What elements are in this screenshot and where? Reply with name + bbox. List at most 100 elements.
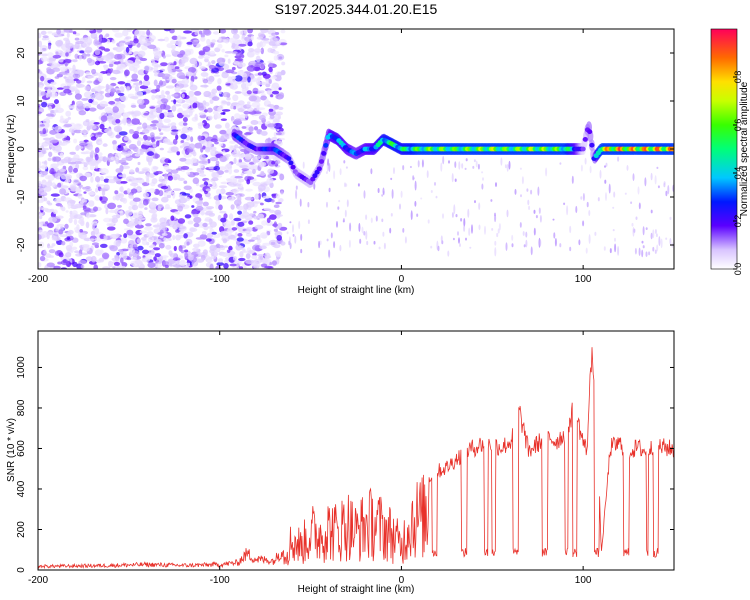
spectrogram-noise-cell (103, 48, 110, 52)
spectrogram-noise-cell (198, 50, 206, 56)
colorbar-tick-label: 0.0 (733, 263, 743, 276)
spectrogram-noise-cell (59, 142, 68, 146)
spectrogram-noise-cell (247, 41, 253, 47)
spectrogram-noise-cell (88, 161, 97, 166)
spectrogram-noise-cell (231, 29, 238, 35)
spectrogram-noise-cell (95, 72, 104, 76)
spectrogram-noise-cell (300, 233, 303, 241)
spectrogram-noise-cell (533, 209, 536, 214)
spectrogram-noise-cell (342, 218, 345, 223)
spectrogram-noise-cell (44, 185, 52, 192)
spectrogram-noise-cell (83, 198, 88, 203)
spectrogram-noise-cell (229, 213, 234, 220)
spectrogram-noise-cell (72, 59, 78, 63)
spectrogram-noise-cell (163, 164, 170, 170)
spectrogram-noise-cell (442, 156, 445, 165)
spectrogram-noise-cell (274, 114, 278, 119)
spectrogram-noise-cell (183, 180, 188, 184)
spectrogram-noise-cell (200, 147, 204, 153)
spectrogram-noise-cell (217, 166, 227, 171)
spectrogram-noise-cell (173, 99, 177, 105)
spectrogram-noise-cell (153, 79, 158, 87)
spectrogram-noise-cell (451, 212, 454, 218)
spectrogram-noise-cell (88, 238, 95, 241)
spectrogram-noise-cell (95, 88, 101, 92)
spectrogram-noise-cell (472, 165, 475, 169)
spectrogram-noise-cell (277, 71, 282, 77)
spectrogram-noise-cell (193, 91, 202, 96)
spectrogram-noise-cell (617, 156, 620, 162)
spectrogram-noise-cell (339, 168, 342, 176)
spectrogram-noise-cell (219, 210, 227, 214)
spectrogram-noise-cell (119, 42, 124, 47)
spectrogram-noise-cell (90, 32, 98, 39)
spectrogram-noise-cell (206, 140, 213, 148)
spectrogram-noise-cell (528, 205, 531, 210)
spectrogram-noise-cell (165, 90, 170, 95)
spectrogram-noise-cell (481, 183, 484, 190)
spectrogram-noise-cell (389, 227, 392, 234)
spectrogram-noise-cell (267, 47, 274, 53)
spectrogram-noise-cell (599, 169, 602, 179)
spectrogram-noise-cell (612, 229, 615, 232)
spectrogram-noise-cell (163, 118, 171, 124)
spectrogram-noise-cell (280, 241, 286, 246)
spectrogram-noise-cell (206, 238, 212, 242)
spectrogram-noise-cell (177, 53, 184, 58)
spectrogram-noise-cell (345, 183, 348, 187)
spectrogram-noise-cell (150, 217, 158, 223)
spectrogram-noise-cell (134, 85, 140, 92)
spectrogram-noise-cell (171, 35, 178, 40)
spectrogram-noise-cell (164, 173, 168, 180)
spectrogram-noise-cell (47, 52, 54, 58)
spectrogram-ridge-cell (589, 142, 595, 148)
spectrogram-noise-cell (67, 104, 73, 109)
spectrogram-noise-cell (175, 229, 180, 233)
spectrogram-noise-cell (244, 153, 252, 160)
spectrogram-noise-cell (38, 111, 42, 114)
spectrogram-noise-cell (96, 184, 106, 187)
spectrogram-noise-cell (402, 228, 405, 233)
spectrogram-noise-cell (213, 74, 220, 77)
spectrogram-noise-cell (127, 150, 133, 155)
spectrogram-noise-cell (202, 201, 209, 207)
spectrogram-noise-cell (241, 168, 249, 172)
spectrogram-noise-cell (137, 137, 145, 141)
spectrogram-noise-cell (114, 190, 119, 195)
spectrogram-noise-cell (465, 237, 467, 241)
spectrogram-noise-cell (108, 260, 113, 268)
spectrogram-noise-cell (161, 125, 171, 129)
snr-panel: -200 -100 0 100 0 200 400 600 800 1000 Height of… (6, 330, 675, 595)
spectrogram-noise-cell (195, 200, 204, 205)
spectrogram-noise-cell (189, 84, 198, 91)
spectrogram-noise-cell (40, 75, 45, 82)
spectrogram-noise-cell (65, 210, 69, 213)
spectrogram-noise-cell (170, 215, 175, 221)
spectrogram-y-ticks: -20 -10 0 10 20 (16, 47, 674, 252)
spectrogram-noise-cell (243, 203, 249, 210)
spectrogram-noise-cell (490, 199, 493, 202)
spectrogram-noise-cell (650, 209, 653, 214)
spectrogram-noise-cell (108, 100, 116, 105)
spectrogram-noise-cell (170, 131, 178, 136)
spectrogram-noise-cell (525, 231, 528, 238)
spectrogram-noise-cell (260, 255, 264, 261)
spectrogram-noise-cell (239, 251, 244, 258)
spectrogram-noise-cell (147, 236, 154, 243)
spectrogram-noise-cell (129, 169, 135, 174)
spectrogram-noise-cell (176, 35, 182, 41)
spectrogram-noise-cell (624, 192, 627, 195)
spectrogram-noise-cell (119, 86, 125, 93)
spectrogram-noise-cell (235, 58, 243, 62)
spectrogram-noise-cell (497, 228, 500, 234)
spectrogram-noise-cell (137, 50, 146, 57)
spectrogram-noise-cell (242, 208, 248, 213)
spectrogram-noise-cell (183, 185, 192, 191)
spectrogram-noise-cell (642, 226, 645, 236)
spectrogram-noise-cell (307, 219, 310, 224)
spectrogram-ridge-cell (316, 166, 322, 172)
spectrogram-noise-cell (254, 48, 262, 53)
spectrogram-noise-cell (258, 114, 266, 121)
spectrogram-noise-cell (164, 54, 172, 58)
